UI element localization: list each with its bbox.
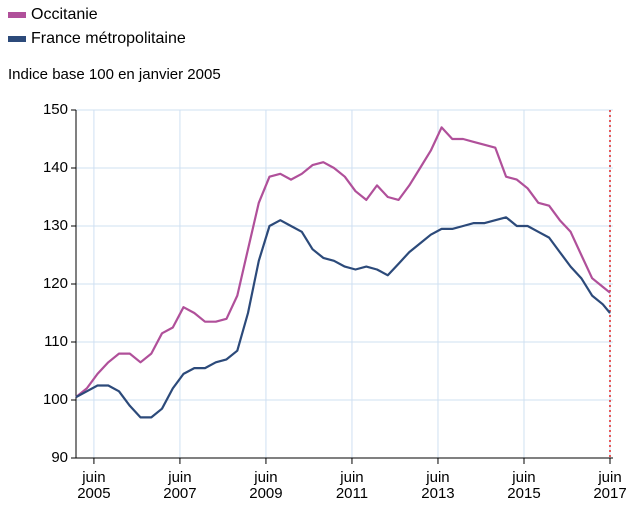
y-tick-label: 150 [43, 101, 68, 118]
series-line [75, 216, 611, 419]
legend-swatch [8, 11, 26, 18]
series-line [75, 126, 611, 398]
legend-label: Occitanie [31, 6, 98, 23]
y-tick-label: 110 [44, 333, 68, 350]
legend-item: France métropolitaine [8, 30, 186, 48]
x-tick-label: juin 2009 [249, 469, 283, 502]
y-tick-label: 140 [43, 159, 68, 176]
x-tick-label: juin 2015 [507, 469, 541, 502]
x-tick-label: juin 2013 [421, 469, 455, 502]
legend-swatch [8, 35, 26, 42]
y-tick-label: 130 [43, 217, 68, 234]
subtitle: Indice base 100 en janvier 2005 [8, 66, 221, 83]
x-tick-label: juin 2005 [77, 469, 111, 502]
x-tick-label: juin 2011 [335, 469, 369, 502]
x-tick-label: juin 2017 [593, 469, 627, 502]
legend-label: France métropolitaine [31, 30, 186, 47]
y-tick-label: 100 [43, 391, 68, 408]
x-tick-label: juin 2007 [163, 469, 197, 502]
y-tick-label: 90 [51, 449, 68, 466]
y-tick-label: 120 [43, 275, 68, 292]
legend-item: Occitanie [8, 6, 98, 24]
